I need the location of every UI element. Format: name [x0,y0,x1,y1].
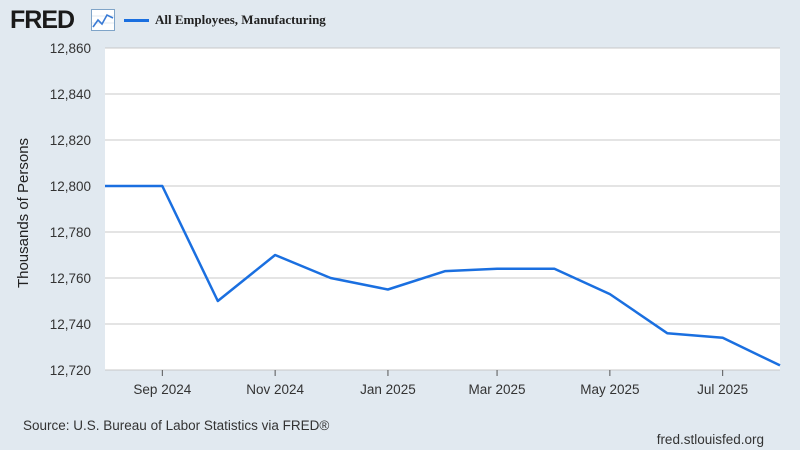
x-tick-label: Jul 2025 [697,382,748,397]
plot-area [105,48,780,370]
site-link[interactable]: fred.stlouisfed.org [656,432,764,447]
y-tick-label: 12,720 [50,363,91,378]
fred-logo[interactable]: FRED [10,6,75,34]
x-tick-label: Mar 2025 [469,382,526,397]
y-axis-ticks: 12,720 12,740 12,760 12,780 12,800 12,820 12,8… [50,41,91,378]
legend-swatch [124,18,149,22]
chart-header: FRED All Employees, Manufacturing [0,0,800,40]
x-tick-label: May 2025 [580,382,639,397]
line-chart-icon [91,9,115,31]
y-tick-label: 12,760 [50,271,91,286]
source-note: Source: U.S. Bureau of Labor Statistics … [23,418,330,433]
chart-legend: All Employees, Manufacturing [124,9,326,31]
x-tick-label: Sep 2024 [133,382,191,397]
legend-label: All Employees, Manufacturing [155,12,326,27]
x-tick-label: Nov 2024 [246,382,304,397]
grid-lines [105,47,780,371]
x-tick-label: Jan 2025 [360,382,416,397]
y-tick-label: 12,820 [50,133,91,148]
y-tick-label: 12,780 [50,225,91,240]
y-tick-label: 12,840 [50,87,91,102]
series-line[interactable] [105,184,781,367]
y-tick-label: 12,740 [50,317,91,332]
series-group [105,184,781,367]
y-tick-label: 12,860 [50,41,91,56]
y-tick-label: 12,800 [50,179,91,194]
x-axis-ticks: Sep 2024 Nov 2024 Jan 2025 Mar 2025 May 2025… [133,370,748,397]
y-axis-label: Thousands of Persons [15,138,32,288]
